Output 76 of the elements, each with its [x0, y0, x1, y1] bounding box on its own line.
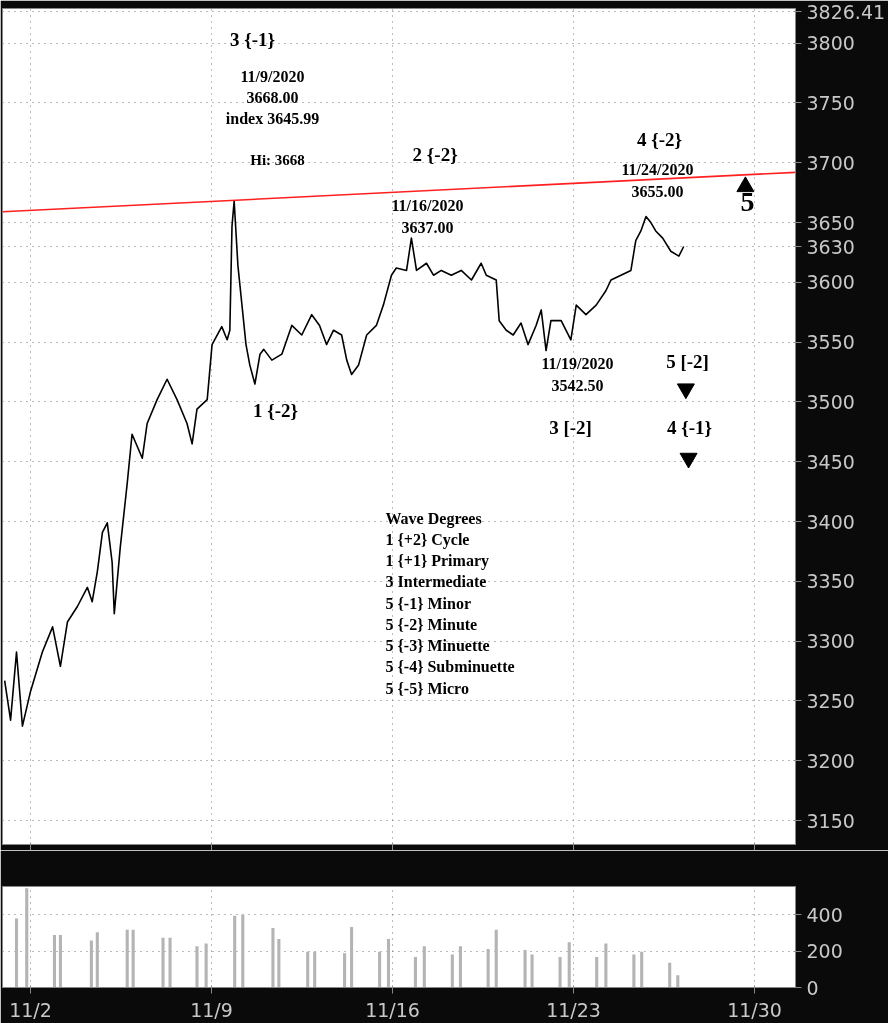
annotation: 1 {-2}	[252, 400, 299, 421]
bar	[25, 888, 29, 988]
bar	[458, 946, 462, 988]
bar	[640, 951, 644, 988]
bar	[378, 951, 382, 988]
bar	[161, 937, 165, 988]
bar	[306, 951, 310, 988]
y-tick-label: 3150	[806, 809, 855, 832]
bar	[95, 932, 99, 988]
bar	[595, 957, 599, 988]
annotation: 2 {-2}	[412, 144, 458, 165]
bar	[313, 951, 317, 988]
annotation: 3 [-2]	[549, 417, 592, 438]
x-tick-label: 11/30	[727, 998, 782, 1021]
bar	[52, 935, 57, 988]
bar	[422, 946, 426, 988]
annotation: 5	[740, 185, 755, 217]
bar	[413, 957, 417, 988]
y-tick-label: 200	[806, 940, 843, 963]
bar	[14, 918, 19, 988]
y-tick-label: 3500	[806, 390, 855, 413]
bar	[131, 929, 135, 988]
x-tick-label: 11/2	[9, 998, 52, 1021]
bar	[668, 962, 672, 988]
annotation: 11/16/2020 3637.00	[391, 197, 464, 236]
annotation: 11/19/2020 3542.50	[541, 355, 614, 394]
annotation: Hi: 3668	[250, 151, 305, 168]
y-tick-label: 3200	[806, 749, 855, 772]
y-tick-label: 3630	[806, 235, 855, 258]
x-tick-label: 11/9	[190, 998, 233, 1021]
x-tick-label: 11/23	[546, 998, 601, 1021]
text: Wave Degrees 1 {+2} Cycle 1 {+1} Primary 3 Intermediate 5 {-1} Minor 5 {-2} Minute 5 {-3} Minuette 5 {-4} Subminuette 5 {-5} Micro	[385, 509, 515, 697]
y-tick-label: 3700	[806, 151, 855, 174]
bar	[632, 954, 636, 988]
y-tick-label: 3450	[806, 450, 855, 473]
y-tick-label: 3550	[806, 331, 855, 354]
y-tick-label: 3300	[806, 630, 855, 653]
bar	[195, 946, 199, 988]
y-tick-label: 0	[806, 976, 819, 999]
x-tick-label: 11/16	[365, 998, 420, 1021]
bar	[58, 935, 62, 988]
y-tick-label: 3400	[806, 510, 855, 533]
bar	[558, 957, 562, 988]
y-tick-label: 3250	[806, 689, 855, 712]
annotation: 4 {-2}	[636, 129, 683, 150]
bar	[343, 953, 347, 988]
y-tick-label: 3600	[806, 271, 855, 294]
bar	[567, 942, 571, 988]
annotation: 3 {-1}	[229, 29, 276, 50]
bar	[676, 975, 680, 988]
bar	[350, 926, 354, 988]
bar	[125, 929, 129, 988]
y-tick-label: 3350	[806, 570, 855, 593]
bar	[604, 943, 608, 988]
bar	[486, 948, 490, 988]
y-tick-label: 3826.41	[806, 0, 886, 23]
bar	[233, 915, 237, 988]
y-tick-label: 3650	[806, 211, 855, 234]
bar	[523, 950, 527, 988]
annotation: 11/24/2020 3655.00	[621, 161, 694, 200]
bar	[450, 954, 454, 988]
y-tick-label: 3750	[806, 91, 855, 114]
y-tick-label: 400	[806, 903, 843, 926]
annotation: 5 [-2]	[666, 351, 709, 372]
bar	[271, 927, 275, 988]
bar	[530, 954, 534, 988]
annotation: 11/9/2020 3668.00 index 3645.99	[225, 67, 320, 128]
annotation: 4 {-1}	[666, 417, 713, 438]
bar	[494, 929, 498, 988]
bar	[277, 938, 281, 988]
bar	[241, 914, 245, 988]
bar	[168, 937, 172, 988]
y-tick-label: 3800	[806, 32, 855, 55]
bar	[204, 943, 208, 988]
bar	[386, 938, 391, 988]
bar	[89, 940, 93, 988]
